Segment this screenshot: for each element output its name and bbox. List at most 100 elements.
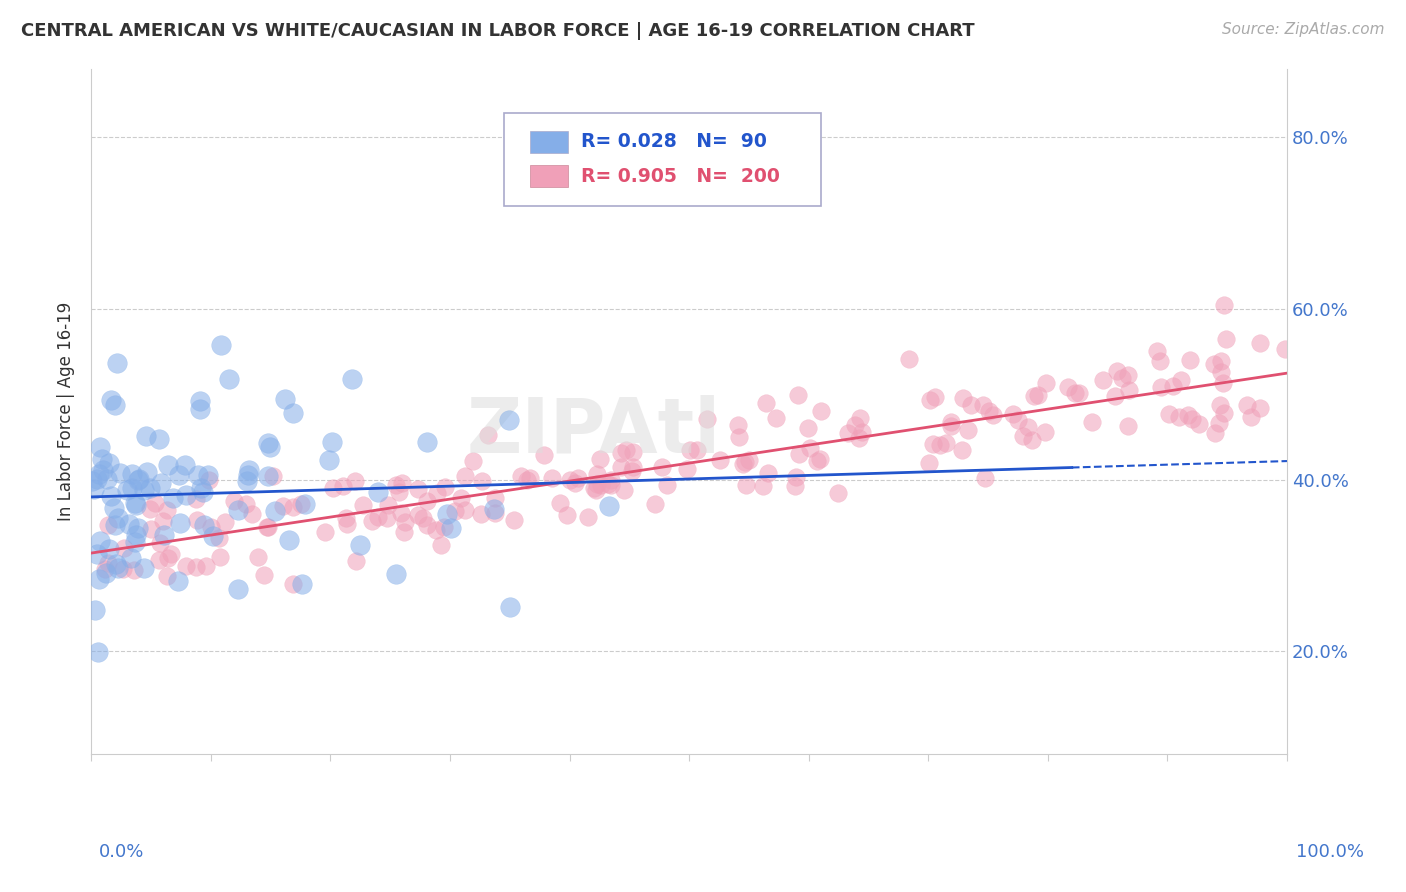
Point [1177,408,1199,422]
Point [1149,354,1171,368]
Point [89,572,111,586]
Point [367,510,389,524]
Point [1208,416,1230,430]
Point [471,475,494,489]
Point [576,510,599,524]
Text: Source: ZipAtlas.com: Source: ZipAtlas.com [1222,22,1385,37]
Point [124,535,146,549]
Point [973,471,995,485]
Point [621,459,644,474]
Point [1240,410,1263,425]
Point [600,473,623,487]
Point [264,504,287,518]
Point [152,514,174,528]
Point [1011,428,1033,442]
Point [139,481,162,495]
Point [952,392,974,406]
Legend:  [682,801,696,814]
Point [394,524,416,539]
Point [277,533,299,547]
Point [97,518,120,533]
Point [415,435,437,450]
Point [848,432,870,446]
Point [200,520,222,534]
Point [434,480,457,494]
Point [498,413,520,427]
Text: 0.0%: 0.0% [98,843,143,861]
Point [257,520,280,534]
Point [385,567,408,582]
Point [610,460,633,475]
Point [751,479,773,493]
Point [1111,371,1133,385]
Point [375,510,398,524]
Point [686,443,709,458]
Point [1249,401,1271,416]
Point [1181,412,1204,426]
Point [939,415,962,429]
Point [121,481,143,495]
Point [174,558,197,573]
Point [738,453,761,467]
Point [979,403,1001,417]
Point [156,569,179,583]
Point [187,468,209,483]
Point [132,483,155,497]
Point [848,411,870,425]
Point [127,521,149,535]
Point [1236,398,1258,412]
Point [290,497,312,511]
Point [454,503,477,517]
Text: R= 0.028   N=  90: R= 0.028 N= 90 [582,132,768,152]
Point [972,398,994,412]
Point [103,501,125,516]
Point [104,399,127,413]
Point [453,468,475,483]
Point [1105,364,1128,378]
Point [153,528,176,542]
Point [709,453,731,467]
Point [240,507,263,521]
Point [112,562,135,576]
Point [238,463,260,477]
Point [332,479,354,493]
Point [262,469,284,483]
Point [727,417,749,432]
Point [621,445,644,459]
Point [585,467,607,482]
Point [107,561,129,575]
Point [924,390,946,404]
Point [920,392,942,407]
Point [89,441,111,455]
Point [1118,383,1140,397]
Point [810,403,832,417]
Text: ZIPAtl: ZIPAtl [467,395,720,469]
Point [184,492,207,507]
Point [139,502,162,516]
Point [291,577,314,591]
Point [416,493,439,508]
Point [236,467,259,482]
Point [281,577,304,591]
Point [318,452,340,467]
Point [921,437,943,451]
Point [377,498,399,512]
Point [440,521,463,535]
Point [208,531,231,545]
Point [135,428,157,442]
Point [104,558,127,572]
Point [696,411,718,425]
Point [124,563,146,577]
Point [591,478,613,492]
Point [1064,386,1087,401]
Point [82,474,104,488]
Point [136,465,159,479]
Point [484,502,506,516]
Point [564,476,586,491]
Point [86,547,108,561]
Point [851,425,873,439]
Point [127,473,149,487]
Point [259,440,281,454]
Point [1167,410,1189,425]
Point [1202,357,1225,371]
